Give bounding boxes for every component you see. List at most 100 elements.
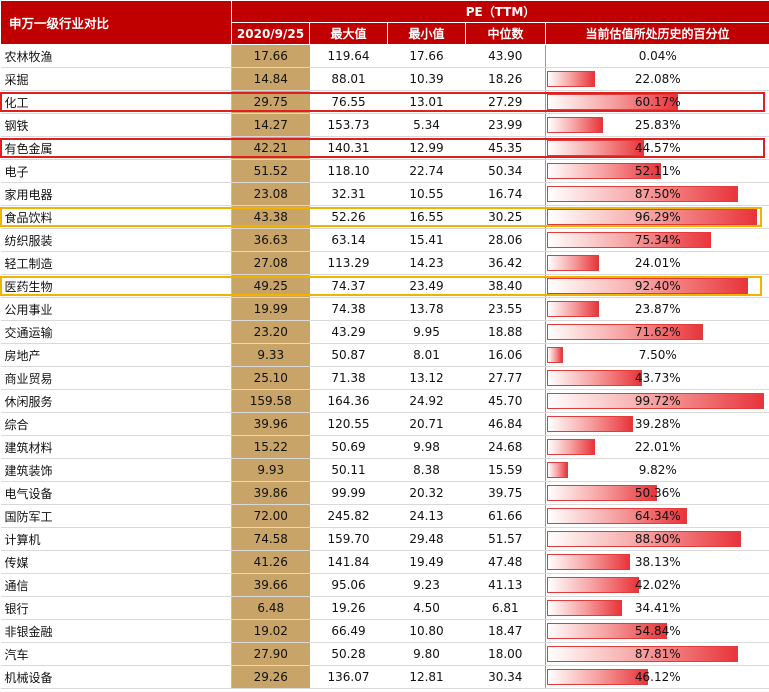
percentile-bar — [547, 255, 600, 271]
table-row: 计算机 74.58 159.70 29.48 51.57 88.90% — [0, 527, 769, 551]
median-pe-cell: 39.75 — [465, 481, 546, 505]
percentile-cell: 87.81% — [544, 642, 769, 666]
industry-name-cell: 钢铁 — [0, 113, 232, 137]
percentile-label: 71.62% — [634, 325, 681, 339]
current-pe-cell: 23.20 — [231, 320, 310, 344]
percentile-label: 52.11% — [634, 164, 681, 178]
current-pe-cell: 9.93 — [231, 458, 310, 482]
min-pe-cell: 10.39 — [387, 67, 466, 91]
percentile-cell: 87.50% — [544, 182, 769, 206]
percentile-cell: 7.50% — [544, 343, 769, 367]
percentile-bar — [547, 232, 712, 248]
industry-name-cell: 食品饮料 — [0, 205, 232, 229]
median-pe-cell: 16.06 — [465, 343, 546, 367]
percentile-bar — [547, 669, 648, 685]
percentile-bar — [547, 301, 600, 317]
max-pe-cell: 43.29 — [309, 320, 388, 344]
table-row: 交通运输 23.20 43.29 9.95 18.88 71.62% — [0, 320, 769, 344]
median-pe-cell: 38.40 — [465, 274, 546, 298]
industry-name-cell: 医药生物 — [0, 274, 232, 298]
median-pe-cell: 18.00 — [465, 642, 546, 666]
current-pe-cell: 14.27 — [231, 113, 310, 137]
industry-name-cell: 银行 — [0, 596, 232, 620]
current-pe-cell: 51.52 — [231, 159, 310, 183]
percentile-bar — [547, 209, 757, 225]
industry-name-cell: 纺织服装 — [0, 228, 232, 252]
max-pe-cell: 153.73 — [309, 113, 388, 137]
percentile-cell: 38.13% — [544, 550, 769, 574]
percentile-bar — [547, 117, 604, 133]
column-header-max: 最大值 — [309, 22, 388, 45]
percentile-cell: 23.87% — [544, 297, 769, 321]
percentile-cell: 39.28% — [544, 412, 769, 436]
max-pe-cell: 136.07 — [309, 665, 388, 689]
min-pe-cell: 10.55 — [387, 182, 466, 206]
industry-name-cell: 国防军工 — [0, 504, 232, 528]
min-pe-cell: 15.41 — [387, 228, 466, 252]
min-pe-cell: 13.01 — [387, 90, 466, 114]
percentile-cell: 9.82% — [544, 458, 769, 482]
percentile-cell: 34.41% — [544, 596, 769, 620]
table-row: 公用事业 19.99 74.38 13.78 23.55 23.87% — [0, 297, 769, 321]
median-pe-cell: 45.70 — [465, 389, 546, 413]
percentile-label: 34.41% — [634, 601, 681, 615]
min-pe-cell: 19.49 — [387, 550, 466, 574]
max-pe-cell: 164.36 — [309, 389, 388, 413]
max-pe-cell: 52.26 — [309, 205, 388, 229]
current-pe-cell: 43.38 — [231, 205, 310, 229]
table-row: 钢铁 14.27 153.73 5.34 23.99 25.83% — [0, 113, 769, 137]
min-pe-cell: 9.95 — [387, 320, 466, 344]
percentile-bar — [547, 140, 645, 156]
current-pe-cell: 17.66 — [231, 44, 310, 68]
table-row: 通信 39.66 95.06 9.23 41.13 42.02% — [0, 573, 769, 597]
industry-name-cell: 通信 — [0, 573, 232, 597]
percentile-label: 96.29% — [634, 210, 681, 224]
table-row: 家用电器 23.08 32.31 10.55 16.74 87.50% — [0, 182, 769, 206]
column-header-percentile: 当前估值所处历史的百分位 — [544, 22, 769, 45]
percentile-bar — [547, 646, 739, 662]
table-body: 农林牧渔 17.66 119.64 17.66 43.90 0.04% 采掘 14.84 88.… — [0, 44, 769, 689]
min-pe-cell: 16.55 — [387, 205, 466, 229]
table-row: 综合 39.96 120.55 20.71 46.84 39.28% — [0, 412, 769, 436]
current-pe-cell: 14.84 — [231, 67, 310, 91]
percentile-bar — [547, 324, 704, 340]
percentile-label: 87.50% — [634, 187, 681, 201]
current-pe-cell: 19.02 — [231, 619, 310, 643]
max-pe-cell: 32.31 — [309, 182, 388, 206]
table-row: 国防军工 72.00 245.82 24.13 61.66 64.34% — [0, 504, 769, 528]
min-pe-cell: 14.23 — [387, 251, 466, 275]
current-pe-cell: 29.26 — [231, 665, 310, 689]
table-row: 有色金属 42.21 140.31 12.99 45.35 44.57% — [0, 136, 769, 160]
max-pe-cell: 50.28 — [309, 642, 388, 666]
max-pe-cell: 71.38 — [309, 366, 388, 390]
percentile-cell: 99.72% — [544, 389, 769, 413]
min-pe-cell: 17.66 — [387, 44, 466, 68]
current-pe-cell: 42.21 — [231, 136, 310, 160]
min-pe-cell: 13.78 — [387, 297, 466, 321]
industry-name-cell: 建筑装饰 — [0, 458, 232, 482]
min-pe-cell: 9.80 — [387, 642, 466, 666]
percentile-bar — [547, 600, 622, 616]
percentile-cell: 71.62% — [544, 320, 769, 344]
percentile-cell: 24.01% — [544, 251, 769, 275]
percentile-bar — [547, 163, 661, 179]
percentile-bar — [547, 94, 679, 110]
table-row: 医药生物 49.25 74.37 23.49 38.40 92.40% — [0, 274, 769, 298]
min-pe-cell: 24.92 — [387, 389, 466, 413]
median-pe-cell: 47.48 — [465, 550, 546, 574]
percentile-bar — [547, 71, 596, 87]
max-pe-cell: 118.10 — [309, 159, 388, 183]
current-pe-cell: 41.26 — [231, 550, 310, 574]
percentile-bar — [547, 186, 738, 202]
industry-name-cell: 化工 — [0, 90, 232, 114]
min-pe-cell: 9.23 — [387, 573, 466, 597]
current-pe-cell: 39.86 — [231, 481, 310, 505]
percentile-label: 64.34% — [634, 509, 681, 523]
percentile-cell: 88.90% — [544, 527, 769, 551]
max-pe-cell: 74.38 — [309, 297, 388, 321]
percentile-bar — [547, 531, 741, 547]
current-pe-cell: 49.25 — [231, 274, 310, 298]
percentile-cell: 96.29% — [544, 205, 769, 229]
table-row: 非银金融 19.02 66.49 10.80 18.47 54.84% — [0, 619, 769, 643]
